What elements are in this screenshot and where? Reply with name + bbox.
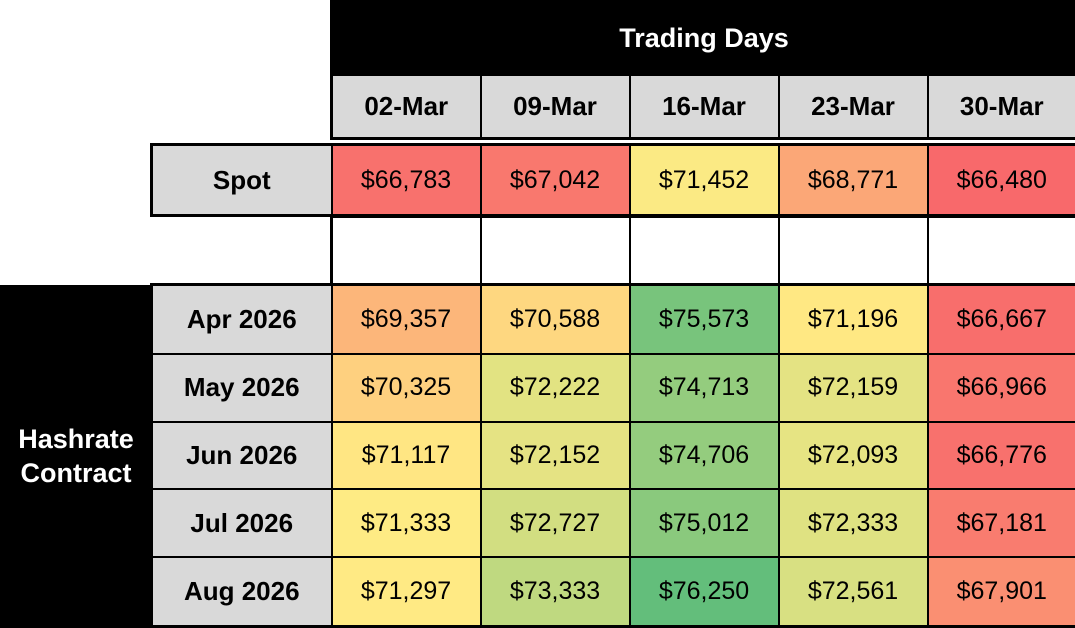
contract-value-cell: $66,776 — [926, 420, 1075, 491]
spacer-row-section — [330, 215, 1075, 286]
contract-month-label: Jul 2026 — [150, 488, 333, 559]
empty-cell — [479, 215, 631, 286]
contract-value-cell: $74,706 — [628, 420, 780, 491]
contract-value-cell: $72,159 — [777, 352, 929, 423]
spot-row-section: Spot $66,783 $67,042 $71,452 $68,771 $66… — [150, 143, 1075, 217]
table-row: Trading Days — [330, 0, 1075, 76]
contract-value-cell: $72,093 — [777, 420, 929, 491]
contract-value-cell: $75,012 — [628, 488, 780, 559]
table-row: Apr 2026 $69,357 $70,588 $75,573 $71,196… — [150, 283, 1075, 355]
contract-value-cell: $72,222 — [479, 352, 631, 423]
table-row: 02-Mar 09-Mar 16-Mar 23-Mar 30-Mar — [330, 74, 1075, 140]
contract-month-label: Jun 2026 — [150, 420, 333, 491]
contract-value-cell: $70,588 — [479, 283, 631, 355]
table-row: May 2026 $70,325 $72,222 $74,713 $72,159… — [150, 352, 1075, 423]
table-row — [330, 215, 1075, 286]
table-row: Jun 2026 $71,117 $72,152 $74,706 $72,093… — [150, 420, 1075, 491]
table-row: Aug 2026 $71,297 $73,333 $76,250 $72,561… — [150, 556, 1075, 628]
trading-days-header: Trading Days — [330, 0, 1075, 76]
trading-days-header-section: Trading Days 02-Mar 09-Mar 16-Mar 23-Mar… — [330, 0, 1075, 140]
empty-cell — [777, 215, 929, 286]
contract-value-cell: $71,333 — [330, 488, 482, 559]
contract-value-cell: $71,117 — [330, 420, 482, 491]
contract-value-cell: $72,152 — [479, 420, 631, 491]
contract-value-cell: $67,901 — [926, 556, 1075, 628]
contract-group-label: Hashrate Contract — [0, 285, 152, 628]
empty-cell — [330, 215, 482, 286]
spot-value-cell: $66,783 — [330, 143, 482, 217]
contract-value-cell: $74,713 — [628, 352, 780, 423]
date-header-cell: 23-Mar — [777, 74, 929, 140]
contract-value-cell: $73,333 — [479, 556, 631, 628]
contract-value-cell: $70,325 — [330, 352, 482, 423]
spot-label: Spot — [150, 143, 333, 217]
date-header-cell: 16-Mar — [628, 74, 780, 140]
contract-value-cell: $66,667 — [926, 283, 1075, 355]
contract-month-label: Aug 2026 — [150, 556, 333, 628]
contract-value-cell: $75,573 — [628, 283, 780, 355]
spot-value-cell: $68,771 — [777, 143, 929, 217]
contract-value-cell: $71,297 — [330, 556, 482, 628]
spot-value-cell: $67,042 — [479, 143, 631, 217]
contract-value-cell: $76,250 — [628, 556, 780, 628]
date-header-cell: 09-Mar — [479, 74, 631, 140]
empty-cell — [926, 215, 1075, 286]
contract-value-cell: $71,196 — [777, 283, 929, 355]
table-row: Spot $66,783 $67,042 $71,452 $68,771 $66… — [150, 143, 1075, 217]
spot-value-cell: $71,452 — [628, 143, 780, 217]
spot-value-cell: $66,480 — [926, 143, 1075, 217]
table-row: Jul 2026 $71,333 $72,727 $75,012 $72,333… — [150, 488, 1075, 559]
contract-value-cell: $66,966 — [926, 352, 1075, 423]
contract-value-cell: $72,333 — [777, 488, 929, 559]
date-header-cell: 02-Mar — [330, 74, 482, 140]
date-header-cell: 30-Mar — [926, 74, 1075, 140]
contract-value-cell: $72,561 — [777, 556, 929, 628]
contract-rows-section: Apr 2026 $69,357 $70,588 $75,573 $71,196… — [150, 283, 1075, 628]
contract-month-label: Apr 2026 — [150, 283, 333, 355]
contract-value-cell: $72,727 — [479, 488, 631, 559]
empty-cell — [628, 215, 780, 286]
contract-value-cell: $69,357 — [330, 283, 482, 355]
contract-value-cell: $67,181 — [926, 488, 1075, 559]
contract-month-label: May 2026 — [150, 352, 333, 423]
